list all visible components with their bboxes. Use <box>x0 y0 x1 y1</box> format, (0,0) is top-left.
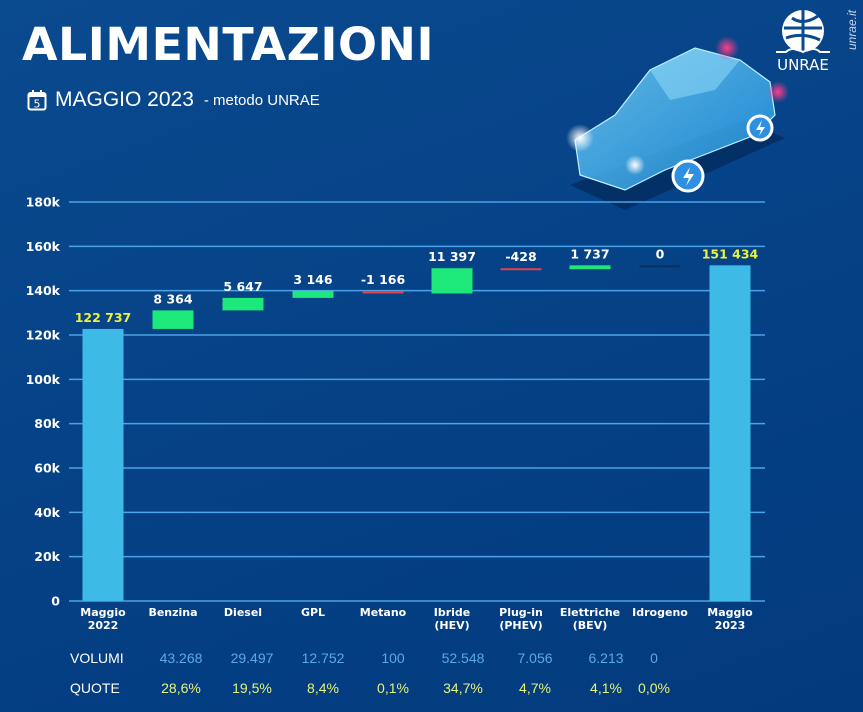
data-label: 1 737 <box>570 246 609 261</box>
data-label: 11 397 <box>428 249 476 264</box>
bar-0 <box>82 328 124 601</box>
x-tick-label: GPL <box>301 606 325 619</box>
bar-9 <box>709 265 751 601</box>
method-label: - metodo UNRAE <box>203 91 320 109</box>
x-tick-label: (PHEV) <box>499 619 542 632</box>
subtitle: 5 MAGGIO 2023 - metodo UNRAE <box>27 88 320 112</box>
x-tick-label: Maggio <box>707 606 753 619</box>
y-tick-label: 0 <box>51 594 60 609</box>
bar-7 <box>569 265 611 270</box>
data-label: 0 <box>656 246 665 261</box>
bar-3 <box>292 290 334 298</box>
data-label: 122 737 <box>75 310 132 325</box>
y-tick-label: 100k <box>26 372 61 387</box>
y-tick-label: 20k <box>34 549 60 564</box>
bar-8 <box>639 265 681 268</box>
electric-car-illustration <box>535 20 795 225</box>
y-tick-label: 160k <box>26 239 61 254</box>
x-tick-label: 2022 <box>88 619 119 632</box>
bar-4 <box>362 290 404 294</box>
x-tick-label: Elettriche <box>560 606 620 619</box>
data-label: 3 146 <box>293 272 332 287</box>
x-tick-label: Plug-in <box>499 606 543 619</box>
x-tick-label: Diesel <box>224 606 262 619</box>
y-tick-label: 60k <box>34 461 60 476</box>
bar-5 <box>431 268 473 294</box>
x-tick-label: Ibride <box>434 606 471 619</box>
y-tick-label: 40k <box>34 505 60 520</box>
data-label: 151 434 <box>702 246 759 261</box>
x-tick-label: (HEV) <box>434 619 469 632</box>
period-label: MAGGIO 2023 <box>55 88 194 111</box>
x-tick-label: Metano <box>360 606 407 619</box>
bar-2 <box>222 297 264 311</box>
unrae-logo: UNRAE <box>772 6 834 76</box>
y-tick-label: 140k <box>26 283 61 298</box>
x-tick-label: Idrogeno <box>632 606 688 619</box>
calendar-day: 5 <box>34 98 41 111</box>
data-label: 8 364 <box>153 291 192 306</box>
bar-6 <box>500 268 542 271</box>
y-tick-label: 120k <box>26 328 61 343</box>
x-tick-label: Benzina <box>148 606 197 619</box>
x-tick-label: (BEV) <box>573 619 607 632</box>
y-tick-label: 80k <box>34 416 60 431</box>
y-tick-label: 180k <box>26 195 61 210</box>
data-label: 5 647 <box>223 279 262 294</box>
calendar-icon: 5 <box>27 89 47 111</box>
page-title: ALIMENTAZIONI <box>22 18 435 71</box>
data-label: -1 166 <box>361 272 406 287</box>
x-tick-label: 2023 <box>715 619 746 632</box>
logo-text: UNRAE <box>777 56 829 74</box>
bar-1 <box>152 310 194 329</box>
x-tick-label: Maggio <box>80 606 126 619</box>
data-label: -428 <box>505 249 536 264</box>
